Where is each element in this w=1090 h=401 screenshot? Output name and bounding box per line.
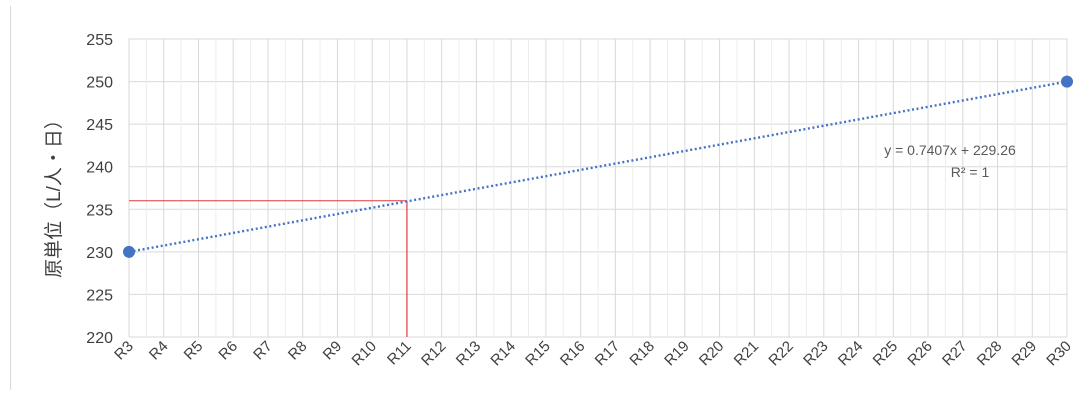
reference-lines [129, 200, 408, 337]
x-tick-label-R8: R8 [285, 338, 311, 364]
x-tick-label-R29: R29 [1009, 338, 1040, 369]
y-tick-label-245: 245 [86, 117, 113, 134]
x-tick-label-R17: R17 [592, 338, 623, 369]
x-tick-label-R16: R16 [557, 338, 588, 369]
data-point-R30 [1061, 75, 1073, 88]
trendline-r-squared: R² = 1 [951, 164, 990, 180]
y-axis-label: 原単位（L/人・日） [43, 110, 65, 278]
x-tick-label-R15: R15 [522, 338, 553, 369]
y-tick-label-225: 225 [86, 287, 113, 304]
y-tick-label-240: 240 [86, 160, 113, 177]
x-tick-label-R11: R11 [384, 338, 415, 369]
x-tick-label-R10: R10 [349, 338, 380, 369]
x-tick-label-R7: R7 [250, 338, 276, 364]
x-tick-label-R13: R13 [453, 338, 484, 369]
x-tick-label-R3: R3 [111, 338, 137, 364]
x-tick-label-R24: R24 [835, 338, 866, 369]
x-tick-label-R21: R21 [731, 338, 762, 369]
x-tick-label-R22: R22 [765, 338, 796, 369]
y-tick-label-220: 220 [86, 330, 113, 347]
x-tick-label-R18: R18 [626, 338, 657, 369]
y-tick-label-255: 255 [86, 32, 113, 49]
x-tick-label-R4: R4 [146, 338, 172, 364]
x-tick-label-R27: R27 [939, 338, 970, 369]
x-tick-label-R28: R28 [974, 338, 1005, 369]
x-tick-label-R12: R12 [418, 338, 449, 369]
y-tick-label-230: 230 [86, 245, 113, 262]
x-tick-label-R14: R14 [487, 338, 518, 369]
y-tick-label-235: 235 [86, 202, 113, 219]
grid-layer [128, 38, 1068, 338]
x-axis-tick-labels: R3 R4 R5 R6 R7 R8 R9 R10 R11 R12 R13 R14 R15 R16 R17 R1… [111, 338, 1075, 369]
x-tick-label-R26: R26 [904, 338, 935, 369]
x-tick-label-R23: R23 [800, 338, 831, 369]
x-tick-label-R25: R25 [870, 338, 901, 369]
x-tick-label-R5: R5 [181, 338, 207, 364]
y-axis-tick-labels: 220 225 230 235 240 245 250 255 [86, 32, 113, 347]
x-tick-label-R19: R19 [661, 338, 692, 369]
data-points [123, 75, 1073, 258]
x-tick-label-R30: R30 [1043, 338, 1074, 369]
x-tick-label-R6: R6 [215, 338, 241, 364]
x-tick-label-R9: R9 [320, 338, 346, 364]
trendline-equation: y = 0.7407x + 229.26 [884, 142, 1016, 158]
data-point-R3 [123, 245, 135, 258]
y-tick-label-250: 250 [86, 75, 113, 92]
chart-frame-left-border [10, 6, 11, 390]
x-tick-label-R20: R20 [696, 338, 727, 369]
